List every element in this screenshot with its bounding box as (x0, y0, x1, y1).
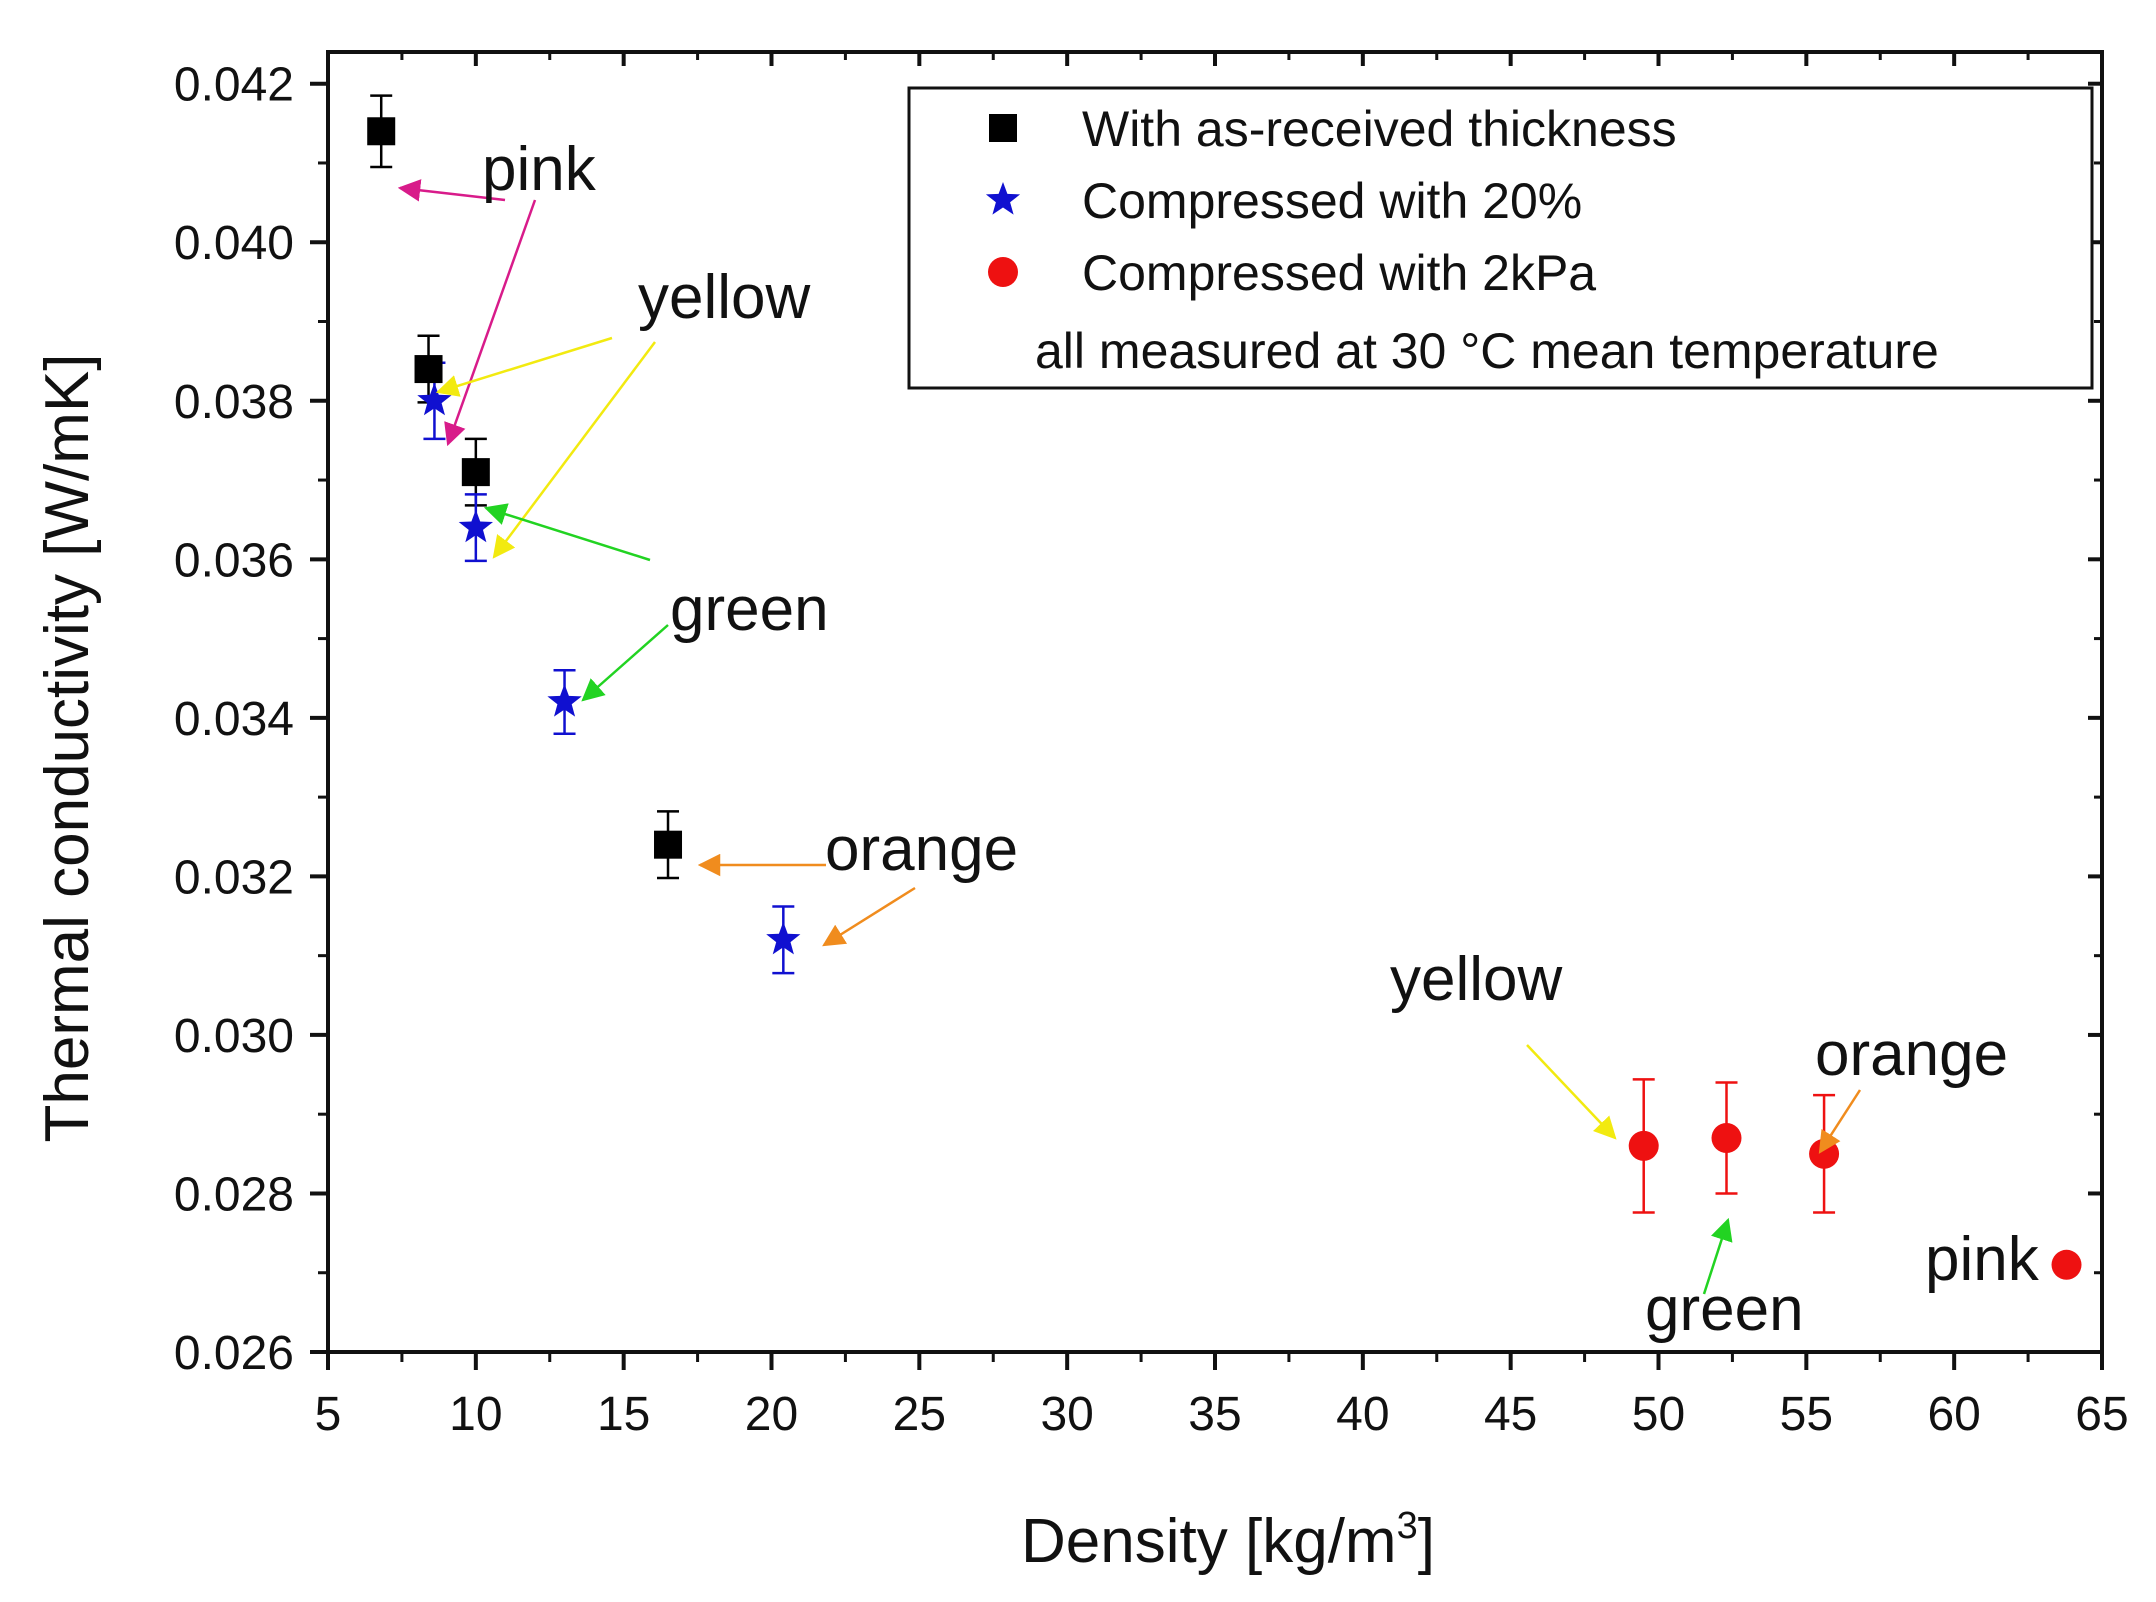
x-tick-label: 20 (745, 1388, 798, 1441)
data-point-square (367, 117, 396, 146)
annotation-arrow (1818, 1089, 1862, 1154)
annotation-arrow (1526, 1044, 1617, 1140)
x-tick-label: 10 (449, 1388, 502, 1441)
y-tick-label: 0.036 (174, 534, 294, 587)
annotation-arrow (397, 179, 506, 202)
legend-marker-circle (988, 257, 1018, 287)
annotation-label: orange (1815, 1020, 2008, 1089)
annotation-arrow (492, 341, 657, 559)
x-tick-label: 5 (315, 1388, 342, 1441)
y-tick-label: 0.030 (174, 1010, 294, 1063)
data-point-circle (2051, 1249, 2082, 1280)
annotation-label: pink (1925, 1225, 2040, 1294)
y-tick-label: 0.028 (174, 1168, 294, 1221)
data-point-star (417, 382, 452, 416)
annotation-label: yellow (638, 263, 811, 332)
data-point-circle (1809, 1138, 1840, 1169)
legend: With as-received thickness Compressed wit… (907, 86, 2094, 390)
data-point-star (547, 684, 582, 717)
x-tick-label: 45 (1484, 1388, 1537, 1441)
annotation-arrow (581, 624, 669, 702)
legend-marker-star (985, 182, 1021, 215)
data-point-circle (1628, 1130, 1659, 1161)
y-axis-title: Thermal conductivity [W/mK] (33, 354, 102, 1143)
annotation-arrow (435, 336, 613, 397)
x-tick-label: 35 (1188, 1388, 1241, 1441)
legend-label: Compressed with 2kPa (1082, 245, 1596, 301)
legend-label: With as-received thickness (1082, 101, 1677, 157)
legend-label: Compressed with 20% (1082, 173, 1582, 229)
annotation-label: green (670, 575, 829, 644)
data-point-square (654, 830, 683, 859)
annotation-label: yellow (1390, 945, 1563, 1014)
data-point-star (766, 921, 801, 955)
x-axis-title: Density [kg/m3] (1021, 1505, 1435, 1576)
marker-layer (367, 117, 2082, 1280)
y-tick-label: 0.040 (174, 217, 294, 270)
data-point-star (458, 509, 493, 543)
y-tick-label: 0.042 (174, 59, 294, 112)
annotation-arrow (1702, 1217, 1733, 1295)
x-axis-title-superscript: 3 (1397, 1505, 1418, 1547)
annotation-arrow (444, 199, 537, 447)
data-point-circle (1711, 1122, 1742, 1153)
annotation-arrow (483, 503, 651, 562)
legend-marker-square (989, 114, 1017, 142)
x-tick-label: 65 (2075, 1388, 2128, 1441)
annotation-label: orange (825, 815, 1018, 884)
x-tick-label: 55 (1780, 1388, 1833, 1441)
legend-box (907, 86, 2094, 390)
y-tick-label: 0.034 (174, 693, 294, 746)
annotation-arrow-layer (397, 179, 1862, 1295)
x-tick-label: 15 (597, 1388, 650, 1441)
annotation-label-layer: pink yellow green orange yellow orange green pi… (482, 135, 2040, 1344)
axes-layer: 5 10 15 20 25 30 35 40 45 50 55 60 65 0.026 0.028 0.030… (174, 52, 2129, 1441)
legend-note: all measured at 30 °C mean temperature (1035, 323, 1939, 379)
y-tick-label: 0.032 (174, 851, 294, 904)
x-tick-label: 40 (1336, 1388, 1389, 1441)
annotation-arrow (822, 886, 916, 947)
y-tick-label: 0.026 (174, 1327, 294, 1380)
x-tick-label: 25 (893, 1388, 946, 1441)
x-tick-label: 60 (1927, 1388, 1980, 1441)
y-tick-label: 0.038 (174, 376, 294, 429)
annotation-label: pink (482, 135, 597, 204)
x-tick-label: 50 (1632, 1388, 1685, 1441)
data-point-square (461, 458, 490, 487)
x-tick-label: 30 (1040, 1388, 1093, 1441)
annotation-label: green (1645, 1275, 1804, 1344)
data-point-square (414, 355, 443, 384)
